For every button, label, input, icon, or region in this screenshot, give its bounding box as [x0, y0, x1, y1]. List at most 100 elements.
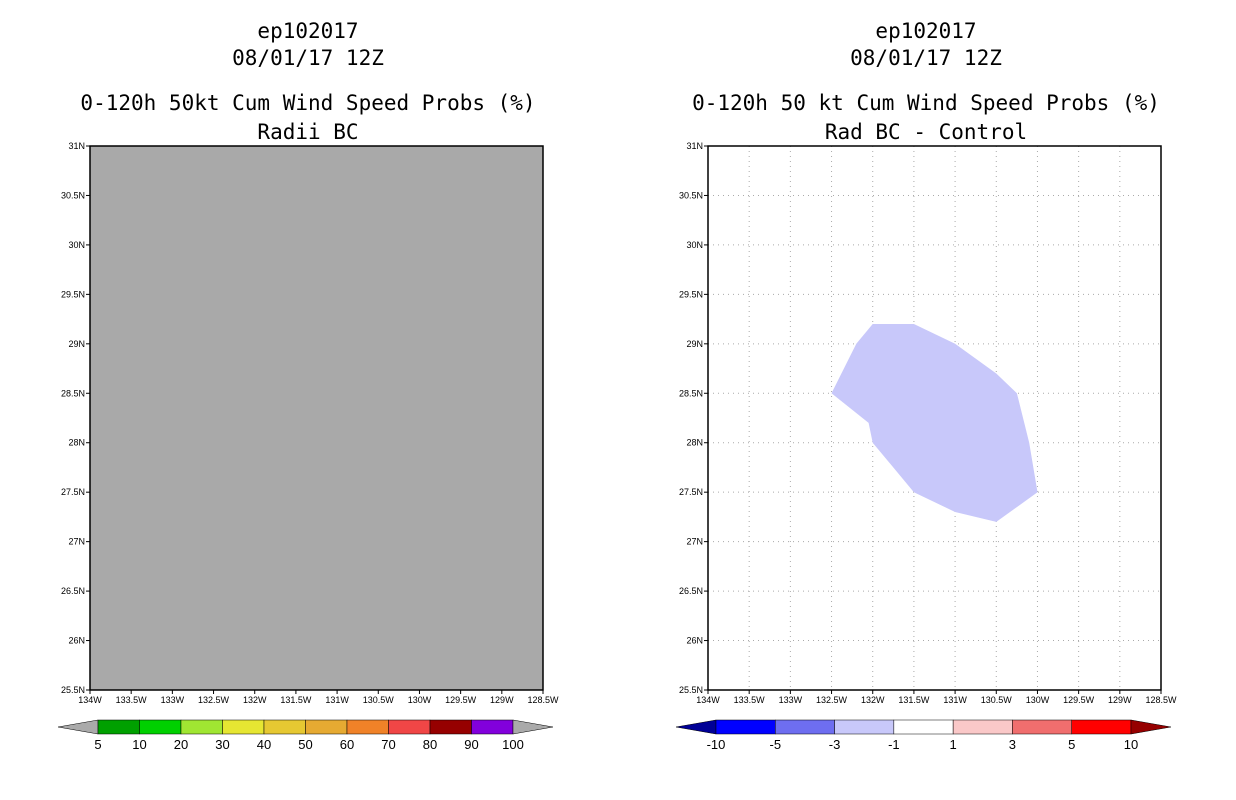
colorbar-segment — [952, 719, 1013, 735]
lon-tick-label: 131.5W — [280, 695, 312, 705]
colorbar-segment — [715, 719, 776, 735]
lon-tick-label: 129.5W — [445, 695, 477, 705]
lat-tick-label: 29.5N — [61, 289, 85, 299]
lat-tick-label: 31N — [68, 141, 85, 151]
lat-tick-label: 28.5N — [61, 388, 85, 398]
lat-tick-label: 26.5N — [679, 586, 703, 596]
lon-tick-label: 128.5W — [527, 695, 559, 705]
right-title: 0-120h 50 kt Cum Wind Speed Probs (%) — [692, 91, 1160, 115]
colorbar-label: 100 — [502, 737, 524, 752]
colorbar-segment — [775, 719, 835, 735]
colorbar-segment — [388, 719, 431, 735]
lat-tick-label: 27N — [686, 537, 703, 547]
left-title: 0-120h 50kt Cum Wind Speed Probs (%) — [80, 91, 536, 115]
colorbar-label: 40 — [257, 737, 271, 752]
lon-tick-label: 130.5W — [981, 695, 1013, 705]
colorbar-segment — [139, 719, 182, 735]
left-subtitle: Radii BC — [257, 120, 359, 144]
lat-tick-label: 26.5N — [61, 586, 85, 596]
right-map: 134W 133.5W 133W 132.5W 132W 131.5W 131W 130.5W… — [675, 141, 1177, 752]
colorbar-label: 3 — [1009, 737, 1016, 752]
colorbar-segment — [893, 719, 954, 735]
lon-tick-label: 130W — [1026, 695, 1050, 705]
lon-tick-label: 129.5W — [1063, 695, 1095, 705]
colorbar-label: 80 — [423, 737, 437, 752]
lon-tick-label: 130.5W — [363, 695, 395, 705]
lat-tick-label: 30N — [68, 240, 85, 250]
colorbar-label: -5 — [770, 737, 782, 752]
probability-difference-region — [831, 324, 1038, 522]
lon-tick-label: 132.5W — [816, 695, 848, 705]
colorbar-label: 50 — [298, 737, 312, 752]
colorbar-segment — [97, 719, 140, 735]
lat-tick-label: 31N — [686, 141, 703, 151]
lat-tick-label: 28.5N — [679, 388, 703, 398]
lat-tick-label: 26N — [686, 636, 703, 646]
colorbar-segment — [222, 719, 265, 735]
lat-tick-label: 25.5N — [61, 685, 85, 695]
lat-tick-label: 28N — [686, 438, 703, 448]
colorbar-segment — [263, 719, 306, 735]
lon-tick-label: 129W — [1108, 695, 1132, 705]
colorbar-label: 30 — [215, 737, 229, 752]
lon-tick-label: 129W — [490, 695, 514, 705]
map-area — [90, 146, 543, 690]
left-storm-id: ep102017 — [257, 19, 359, 43]
lat-tick-label: 29N — [68, 339, 85, 349]
lon-tick-label: 133.5W — [116, 695, 148, 705]
lat-tick-label: 30N — [686, 240, 703, 250]
colorbar-label: 10 — [132, 737, 146, 752]
lon-tick-label: 131W — [325, 695, 349, 705]
lat-tick-label: 27.5N — [61, 487, 85, 497]
lat-tick-label: 27.5N — [679, 487, 703, 497]
colorbar-left-arrow — [57, 719, 99, 735]
lat-tick-label: 28N — [68, 438, 85, 448]
right-subtitle: Rad BC - Control — [824, 120, 1028, 144]
colorbar-segment — [1012, 719, 1072, 735]
lat-tick-label: 29.5N — [679, 289, 703, 299]
lon-tick-label: 132.5W — [198, 695, 230, 705]
colorbar-label: 10 — [1124, 737, 1138, 752]
colorbar-label: -10 — [707, 737, 726, 752]
colorbar-label: -1 — [888, 737, 900, 752]
map-frame — [89, 145, 544, 691]
colorbar-label: 1 — [950, 737, 957, 752]
colorbar-left-arrow — [675, 719, 717, 735]
lat-tick-label: 29N — [686, 339, 703, 349]
left-datetime: 08/01/17 12Z — [232, 46, 384, 70]
lon-tick-label: 132W — [861, 695, 885, 705]
colorbar-segment — [429, 719, 472, 735]
lat-tick-label: 30.5N — [679, 190, 703, 200]
colorbar-label: 60 — [340, 737, 354, 752]
colorbar-label: 70 — [381, 737, 395, 752]
lon-tick-label: 132W — [243, 695, 267, 705]
colorbar-segment — [346, 719, 389, 735]
lon-tick-label: 133W — [779, 695, 803, 705]
right-datetime: 08/01/17 12Z — [850, 46, 1002, 70]
lon-tick-label: 133W — [161, 695, 185, 705]
lat-tick-label: 26N — [68, 636, 85, 646]
lon-tick-label: 134W — [696, 695, 720, 705]
lon-tick-label: 130W — [408, 695, 432, 705]
colorbar-label: -3 — [829, 737, 841, 752]
colorbar-segment — [1071, 719, 1132, 735]
colorbar-segment — [471, 719, 514, 735]
lat-tick-label: 30.5N — [61, 190, 85, 200]
colorbar-label: 20 — [174, 737, 188, 752]
colorbar-right-arrow — [512, 719, 554, 735]
lat-tick-label: 25.5N — [679, 685, 703, 695]
colorbar-label: 5 — [94, 737, 101, 752]
lon-tick-label: 131W — [943, 695, 967, 705]
map-frame — [707, 145, 1162, 691]
colorbar-segment — [305, 719, 348, 735]
lon-tick-label: 133.5W — [734, 695, 766, 705]
colorbar-label: 5 — [1068, 737, 1075, 752]
colorbar-segment — [834, 719, 895, 735]
colorbar-label: 90 — [464, 737, 478, 752]
left-map: 134W 133.5W 133W 132.5W 132W 131.5W 131W 130.5W… — [57, 141, 559, 752]
colorbar-right-arrow — [1130, 719, 1172, 735]
colorbar-segment — [180, 719, 223, 735]
lon-tick-label: 134W — [78, 695, 102, 705]
lon-tick-label: 131.5W — [898, 695, 930, 705]
lat-tick-label: 27N — [68, 537, 85, 547]
